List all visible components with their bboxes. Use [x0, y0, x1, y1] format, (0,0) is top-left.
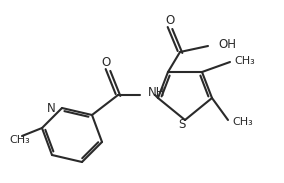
Text: S: S	[178, 119, 186, 132]
Text: CH₃: CH₃	[234, 56, 255, 66]
Text: OH: OH	[218, 38, 236, 51]
Text: N: N	[47, 102, 56, 115]
Text: CH₃: CH₃	[10, 135, 30, 145]
Text: O: O	[165, 14, 175, 27]
Text: NH: NH	[148, 85, 166, 98]
Text: O: O	[101, 55, 111, 68]
Text: CH₃: CH₃	[232, 117, 253, 127]
